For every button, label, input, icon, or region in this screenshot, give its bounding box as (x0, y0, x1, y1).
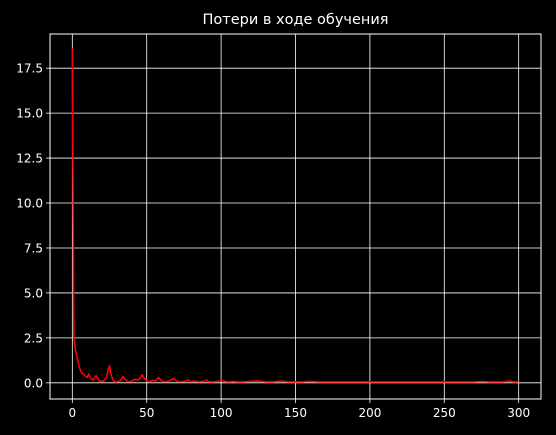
y-tick-label: 7.5 (24, 241, 43, 255)
y-tick-label: 0.0 (24, 376, 43, 390)
x-tick-label: 300 (507, 406, 530, 420)
x-tick-label: 50 (139, 406, 154, 420)
x-tick-label: 250 (433, 406, 456, 420)
y-tick-label: 2.5 (24, 331, 43, 345)
loss-series-line (71, 48, 519, 383)
grid-lines (50, 34, 541, 399)
y-tick-label: 17.5 (16, 62, 43, 76)
series-layer (71, 48, 519, 383)
y-tick-label: 5.0 (24, 286, 43, 300)
x-tick-label: 0 (68, 406, 76, 420)
x-tick-label: 150 (284, 406, 307, 420)
x-tick-label: 100 (210, 406, 233, 420)
chart-title: Потери в ходе обучения (202, 12, 388, 28)
y-tick-label: 12.5 (16, 152, 43, 166)
x-tick-label: 200 (358, 406, 381, 420)
y-tick-label: 10.0 (16, 197, 43, 211)
axis-ticks: 0 50 100 150 200 250 300 0.0 2.5 5.0 7.5 10.0 12.5 15… (16, 62, 530, 420)
y-tick-label: 15.0 (16, 107, 43, 121)
